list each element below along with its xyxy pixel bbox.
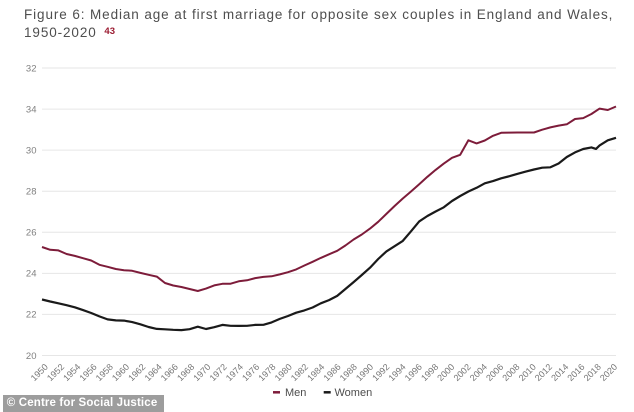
svg-text:Women: Women: [335, 387, 373, 399]
svg-text:32: 32: [26, 63, 37, 74]
svg-text:1952: 1952: [45, 362, 66, 383]
svg-text:2008: 2008: [500, 362, 521, 383]
svg-text:1958: 1958: [94, 362, 115, 383]
svg-text:24: 24: [26, 269, 37, 280]
svg-text:1960: 1960: [110, 362, 131, 383]
svg-text:1976: 1976: [240, 362, 261, 383]
svg-text:28: 28: [26, 187, 37, 198]
svg-text:1998: 1998: [419, 362, 440, 383]
svg-text:30: 30: [26, 145, 37, 156]
svg-text:34: 34: [26, 104, 37, 115]
svg-text:2020: 2020: [598, 362, 619, 383]
svg-text:26: 26: [26, 228, 37, 239]
svg-text:1992: 1992: [370, 362, 391, 383]
svg-text:1956: 1956: [77, 362, 98, 383]
svg-text:1966: 1966: [159, 362, 180, 383]
svg-text:1990: 1990: [354, 362, 375, 383]
svg-text:1954: 1954: [61, 362, 82, 383]
svg-text:1980: 1980: [273, 362, 294, 383]
svg-text:2000: 2000: [435, 362, 456, 383]
svg-text:2012: 2012: [533, 362, 554, 383]
svg-text:2010: 2010: [517, 362, 538, 383]
svg-text:1982: 1982: [289, 362, 310, 383]
svg-text:2014: 2014: [549, 362, 570, 383]
svg-text:1964: 1964: [143, 362, 164, 383]
svg-text:1968: 1968: [175, 362, 196, 383]
svg-text:1996: 1996: [403, 362, 424, 383]
svg-text:1950: 1950: [29, 362, 50, 383]
svg-text:2002: 2002: [452, 362, 473, 383]
svg-text:Men: Men: [285, 387, 306, 399]
svg-text:2016: 2016: [565, 362, 586, 383]
svg-text:22: 22: [26, 310, 37, 321]
svg-text:2006: 2006: [484, 362, 505, 383]
svg-text:1978: 1978: [256, 362, 277, 383]
svg-text:1962: 1962: [126, 362, 147, 383]
svg-text:1986: 1986: [321, 362, 342, 383]
svg-text:1974: 1974: [224, 362, 245, 383]
svg-text:20: 20: [26, 351, 37, 362]
svg-text:1972: 1972: [208, 362, 229, 383]
svg-text:2004: 2004: [468, 362, 489, 383]
svg-text:1970: 1970: [191, 362, 212, 383]
svg-text:2018: 2018: [582, 362, 603, 383]
svg-text:1988: 1988: [338, 362, 359, 383]
svg-text:1994: 1994: [386, 362, 407, 383]
svg-text:1984: 1984: [305, 362, 326, 383]
